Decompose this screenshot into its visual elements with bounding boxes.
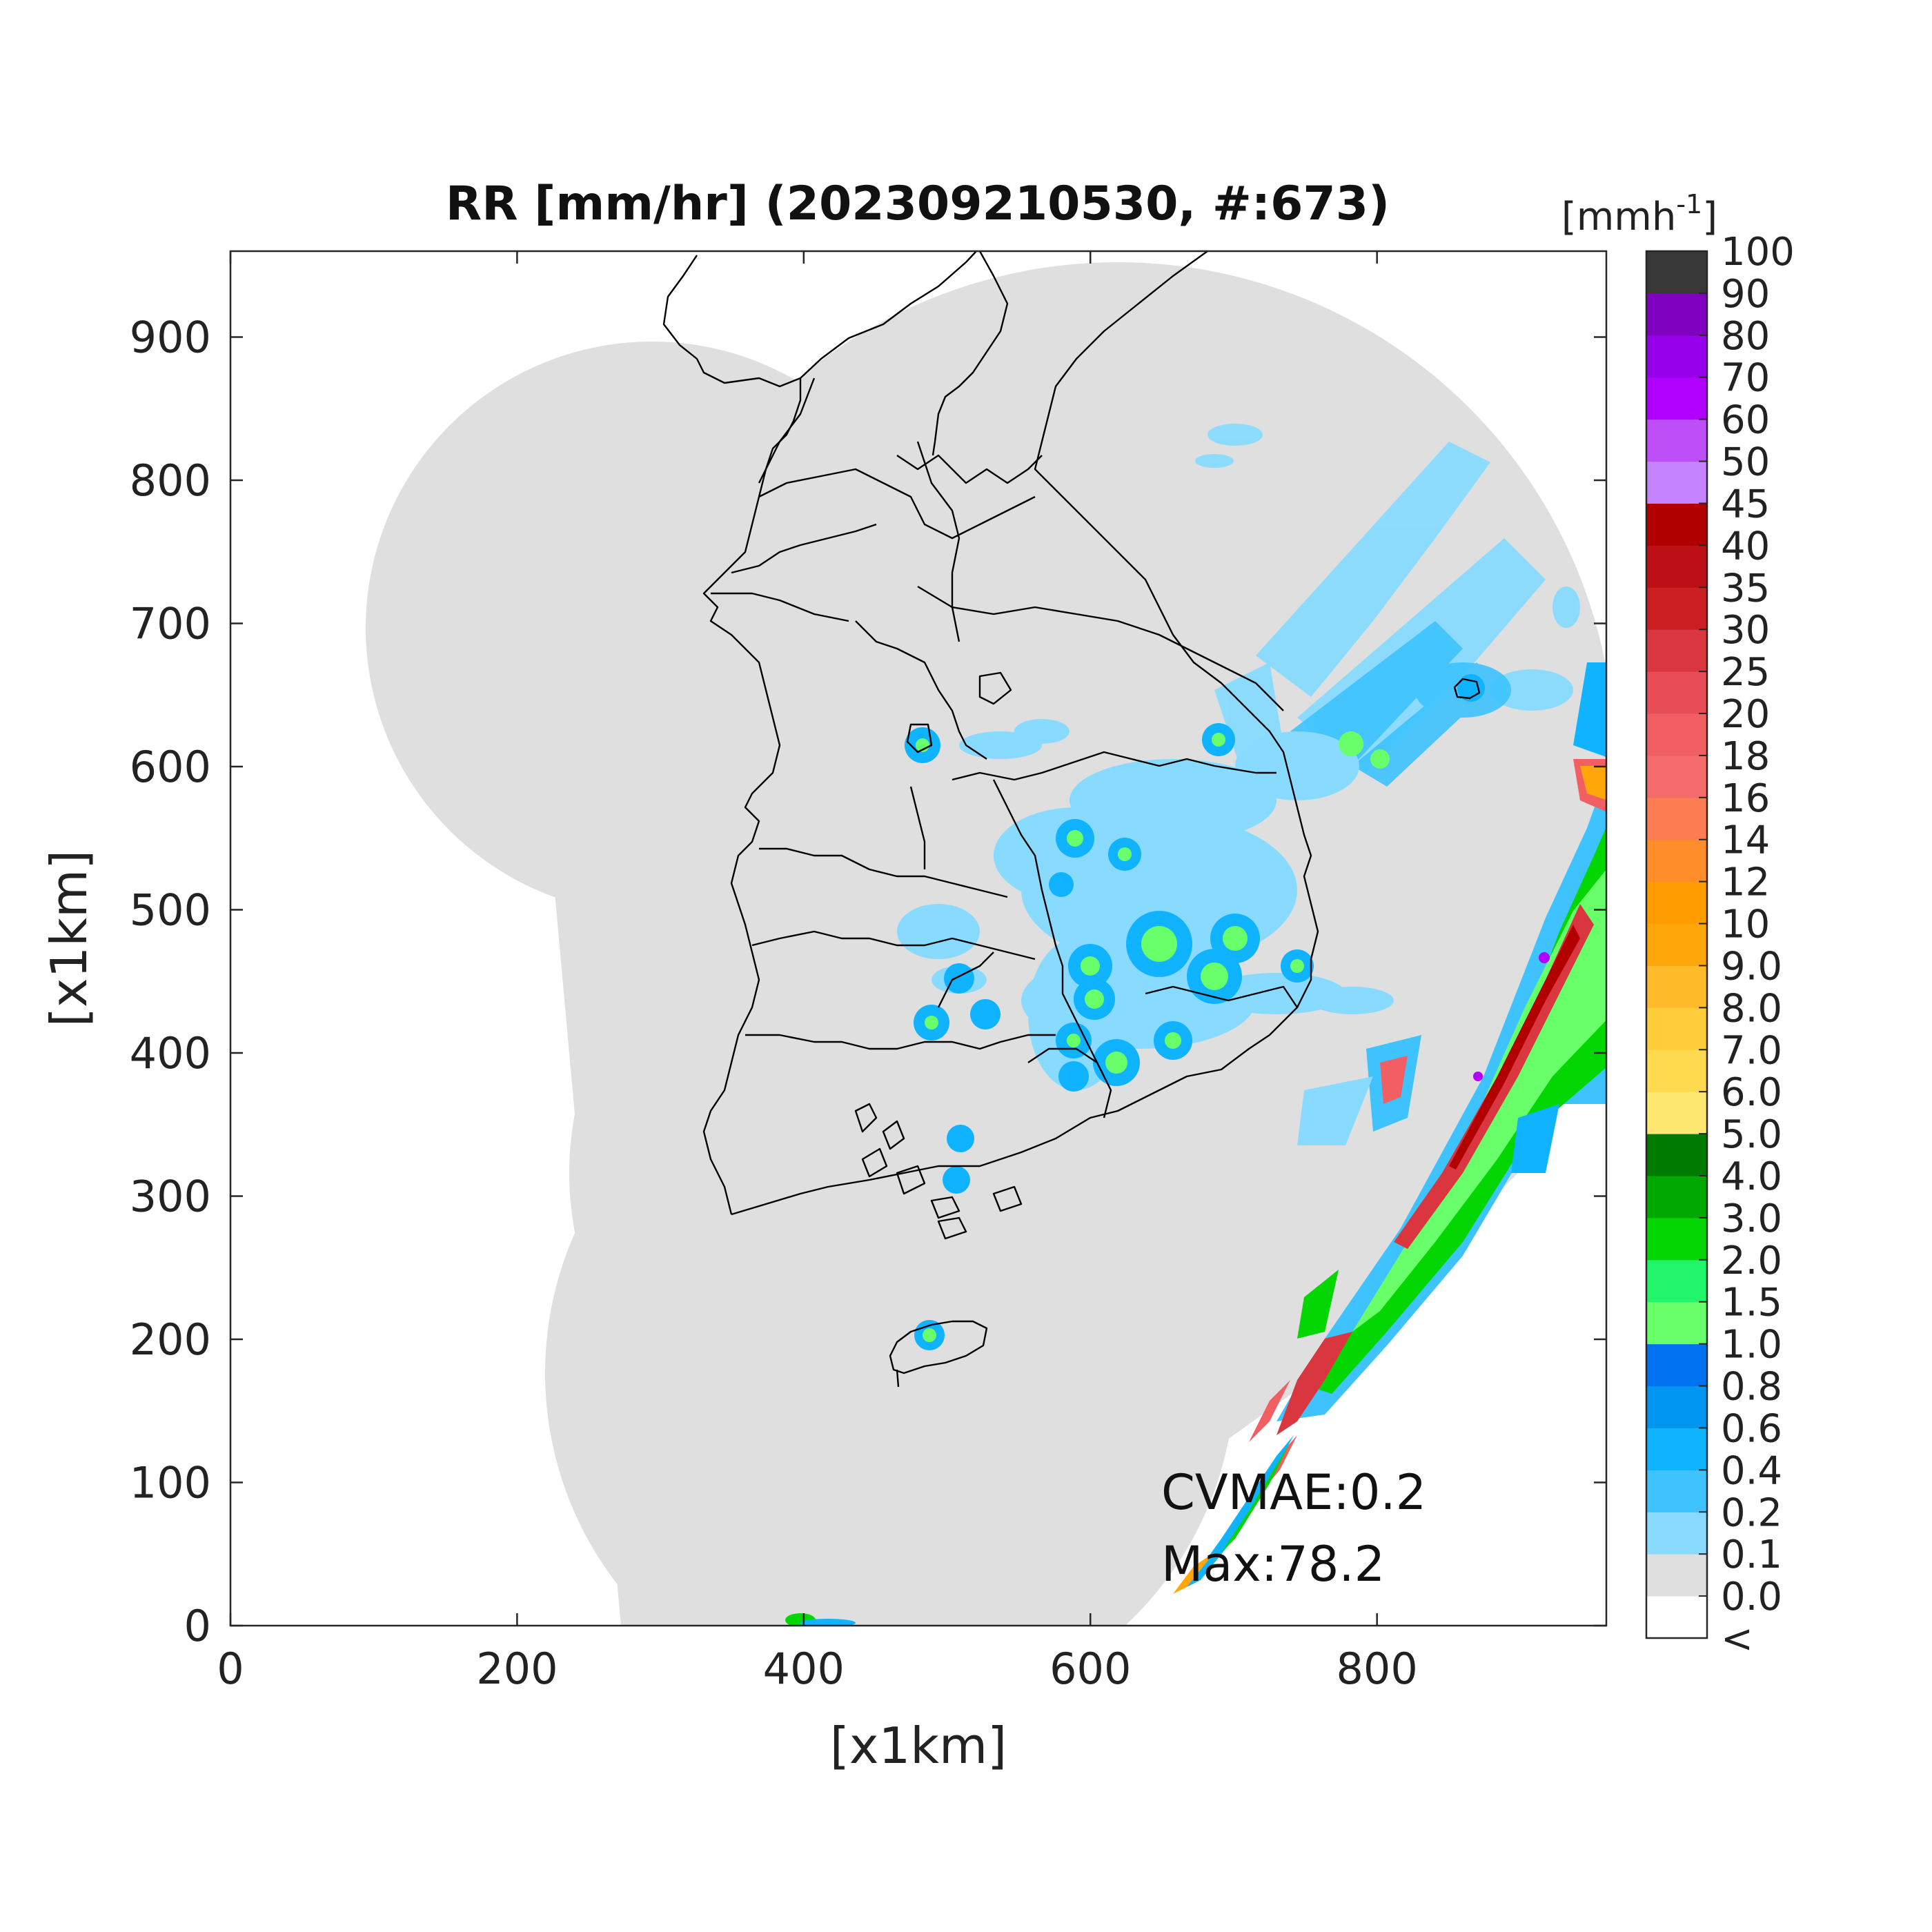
colorbar-swatch: [1646, 755, 1707, 798]
colorbar-label: 20: [1721, 692, 1770, 737]
x-tick-label: 400: [763, 1644, 845, 1694]
colorbar-swatch: [1646, 1470, 1707, 1512]
colorbar-swatch: [1646, 1386, 1707, 1428]
x-tick-label: 200: [476, 1644, 558, 1694]
precipitation-echoes: [785, 424, 1606, 1626]
coastline-map: [662, 251, 1481, 1388]
max-annotation: Max:78.2: [1161, 1536, 1385, 1593]
colorbar-label: 18: [1721, 734, 1770, 779]
colorbar-swatch: [1646, 293, 1707, 336]
colorbar-swatch: [1646, 797, 1707, 840]
map-panel: CVMAE:0.2 Max:78.2: [230, 251, 1606, 1626]
colorbar-label: 40: [1721, 524, 1770, 569]
colorbar-label: 8.0: [1721, 986, 1782, 1031]
colorbar-label: 30: [1721, 608, 1770, 653]
colorbar-swatch: [1646, 1259, 1707, 1303]
colorbar-swatch: [1646, 1049, 1707, 1092]
colorbar: 0.00.10.20.40.60.81.01.52.03.04.05.06.07…: [1645, 230, 1795, 1662]
colorbar-label: 10: [1721, 903, 1770, 947]
y-tick-label: 600: [130, 742, 211, 792]
colorbar-swatch: [1646, 1343, 1707, 1387]
colorbar-swatch: [1646, 1301, 1707, 1345]
colorbar-label: 45: [1721, 482, 1770, 526]
x-tick-label: 800: [1336, 1644, 1417, 1694]
colorbar-swatch: [1646, 1176, 1707, 1219]
colorbar-swatch: [1646, 587, 1707, 630]
colorbar-label: 3.0: [1721, 1196, 1782, 1241]
x-axis-ticks: 0 200 400 600 800: [217, 251, 1418, 1694]
colorbar-label: 7.0: [1721, 1028, 1782, 1073]
y-tick-label: 0: [184, 1601, 211, 1651]
colorbar-swatch: [1646, 965, 1707, 1008]
colorbar-swatch: [1646, 671, 1707, 714]
colorbar-label: 12: [1721, 860, 1770, 905]
colorbar-label: 0.0: [1721, 1575, 1782, 1619]
x-tick-label: 0: [217, 1644, 244, 1694]
colorbar-label: 2.0: [1721, 1239, 1782, 1283]
colorbar-swatch: [1646, 1596, 1707, 1639]
colorbar-label: 9.0: [1721, 944, 1782, 989]
colorbar-swatch: [1646, 461, 1707, 504]
colorbar-swatch: [1646, 629, 1707, 672]
colorbar-label: 6.0: [1721, 1070, 1782, 1115]
y-tick-label: 900: [130, 313, 211, 363]
colorbar-swatch: [1646, 1512, 1707, 1555]
colorbar-swatch: [1646, 1134, 1707, 1176]
colorbar-label: 5.0: [1721, 1112, 1782, 1157]
colorbar-label: 50: [1721, 440, 1770, 485]
colorbar-swatch: [1646, 923, 1707, 966]
colorbar-label: 35: [1721, 566, 1770, 611]
colorbar-label: 1.0: [1721, 1323, 1782, 1368]
cvmae-annotation: CVMAE:0.2: [1161, 1464, 1426, 1521]
colorbar-unit: [mmh-1]: [1561, 189, 1717, 239]
colorbar-frame: [1645, 250, 1708, 1639]
y-tick-label: 300: [130, 1172, 211, 1222]
colorbar-swatch: [1646, 1554, 1707, 1597]
colorbar-swatch: [1646, 251, 1707, 294]
colorbar-label: 90: [1721, 272, 1770, 317]
y-axis-ticks: 0 100 200 300 400 500 600 700 800 900: [130, 313, 1606, 1651]
colorbar-label: 0.6: [1721, 1406, 1782, 1451]
y-axis-label: [x1km]: [40, 850, 98, 1027]
colorbar-swatch: [1646, 1428, 1707, 1470]
y-tick-label: 200: [130, 1314, 211, 1365]
colorbar-label: 14: [1721, 818, 1770, 863]
colorbar-swatch: [1646, 713, 1707, 756]
x-axis-label: [x1km]: [830, 1717, 1007, 1775]
colorbar-label: 25: [1721, 650, 1770, 695]
colorbar-label: 80: [1721, 314, 1770, 359]
colorbar-swatch: [1646, 545, 1707, 588]
colorbar-swatch: [1646, 881, 1707, 925]
colorbar-under-label: <: [1721, 1617, 1753, 1662]
y-tick-label: 400: [130, 1028, 211, 1078]
colorbar-swatch: [1646, 377, 1707, 420]
colorbar-swatch: [1646, 335, 1707, 378]
colorbar-swatch: [1646, 1007, 1707, 1050]
colorbar-swatch: [1646, 503, 1707, 546]
colorbar-swatch: [1646, 839, 1707, 883]
axes-frame: [229, 250, 1608, 1627]
colorbar-swatch: [1646, 1092, 1707, 1134]
y-tick-label: 100: [130, 1458, 211, 1508]
colorbar-label: 100: [1721, 230, 1795, 275]
y-tick-label: 800: [130, 455, 211, 506]
y-tick-label: 700: [130, 599, 211, 649]
colorbar-label: 60: [1721, 398, 1770, 443]
colorbar-label: 0.1: [1721, 1532, 1782, 1577]
colorbar-label: 0.8: [1721, 1365, 1782, 1410]
colorbar-label: 0.4: [1721, 1448, 1782, 1493]
plot-title: RR [mm/hr] (202309210530, #:673): [446, 177, 1390, 231]
colorbar-swatch: [1646, 1217, 1707, 1261]
colorbar-swatch: [1646, 419, 1707, 462]
colorbar-label: 4.0: [1721, 1154, 1782, 1199]
colorbar-label: 0.2: [1721, 1490, 1782, 1535]
colorbar-label: 1.5: [1721, 1281, 1782, 1325]
colorbar-label: 16: [1721, 776, 1770, 821]
x-tick-label: 600: [1049, 1644, 1131, 1694]
y-tick-label: 500: [130, 885, 211, 936]
colorbar-label: 70: [1721, 356, 1770, 401]
